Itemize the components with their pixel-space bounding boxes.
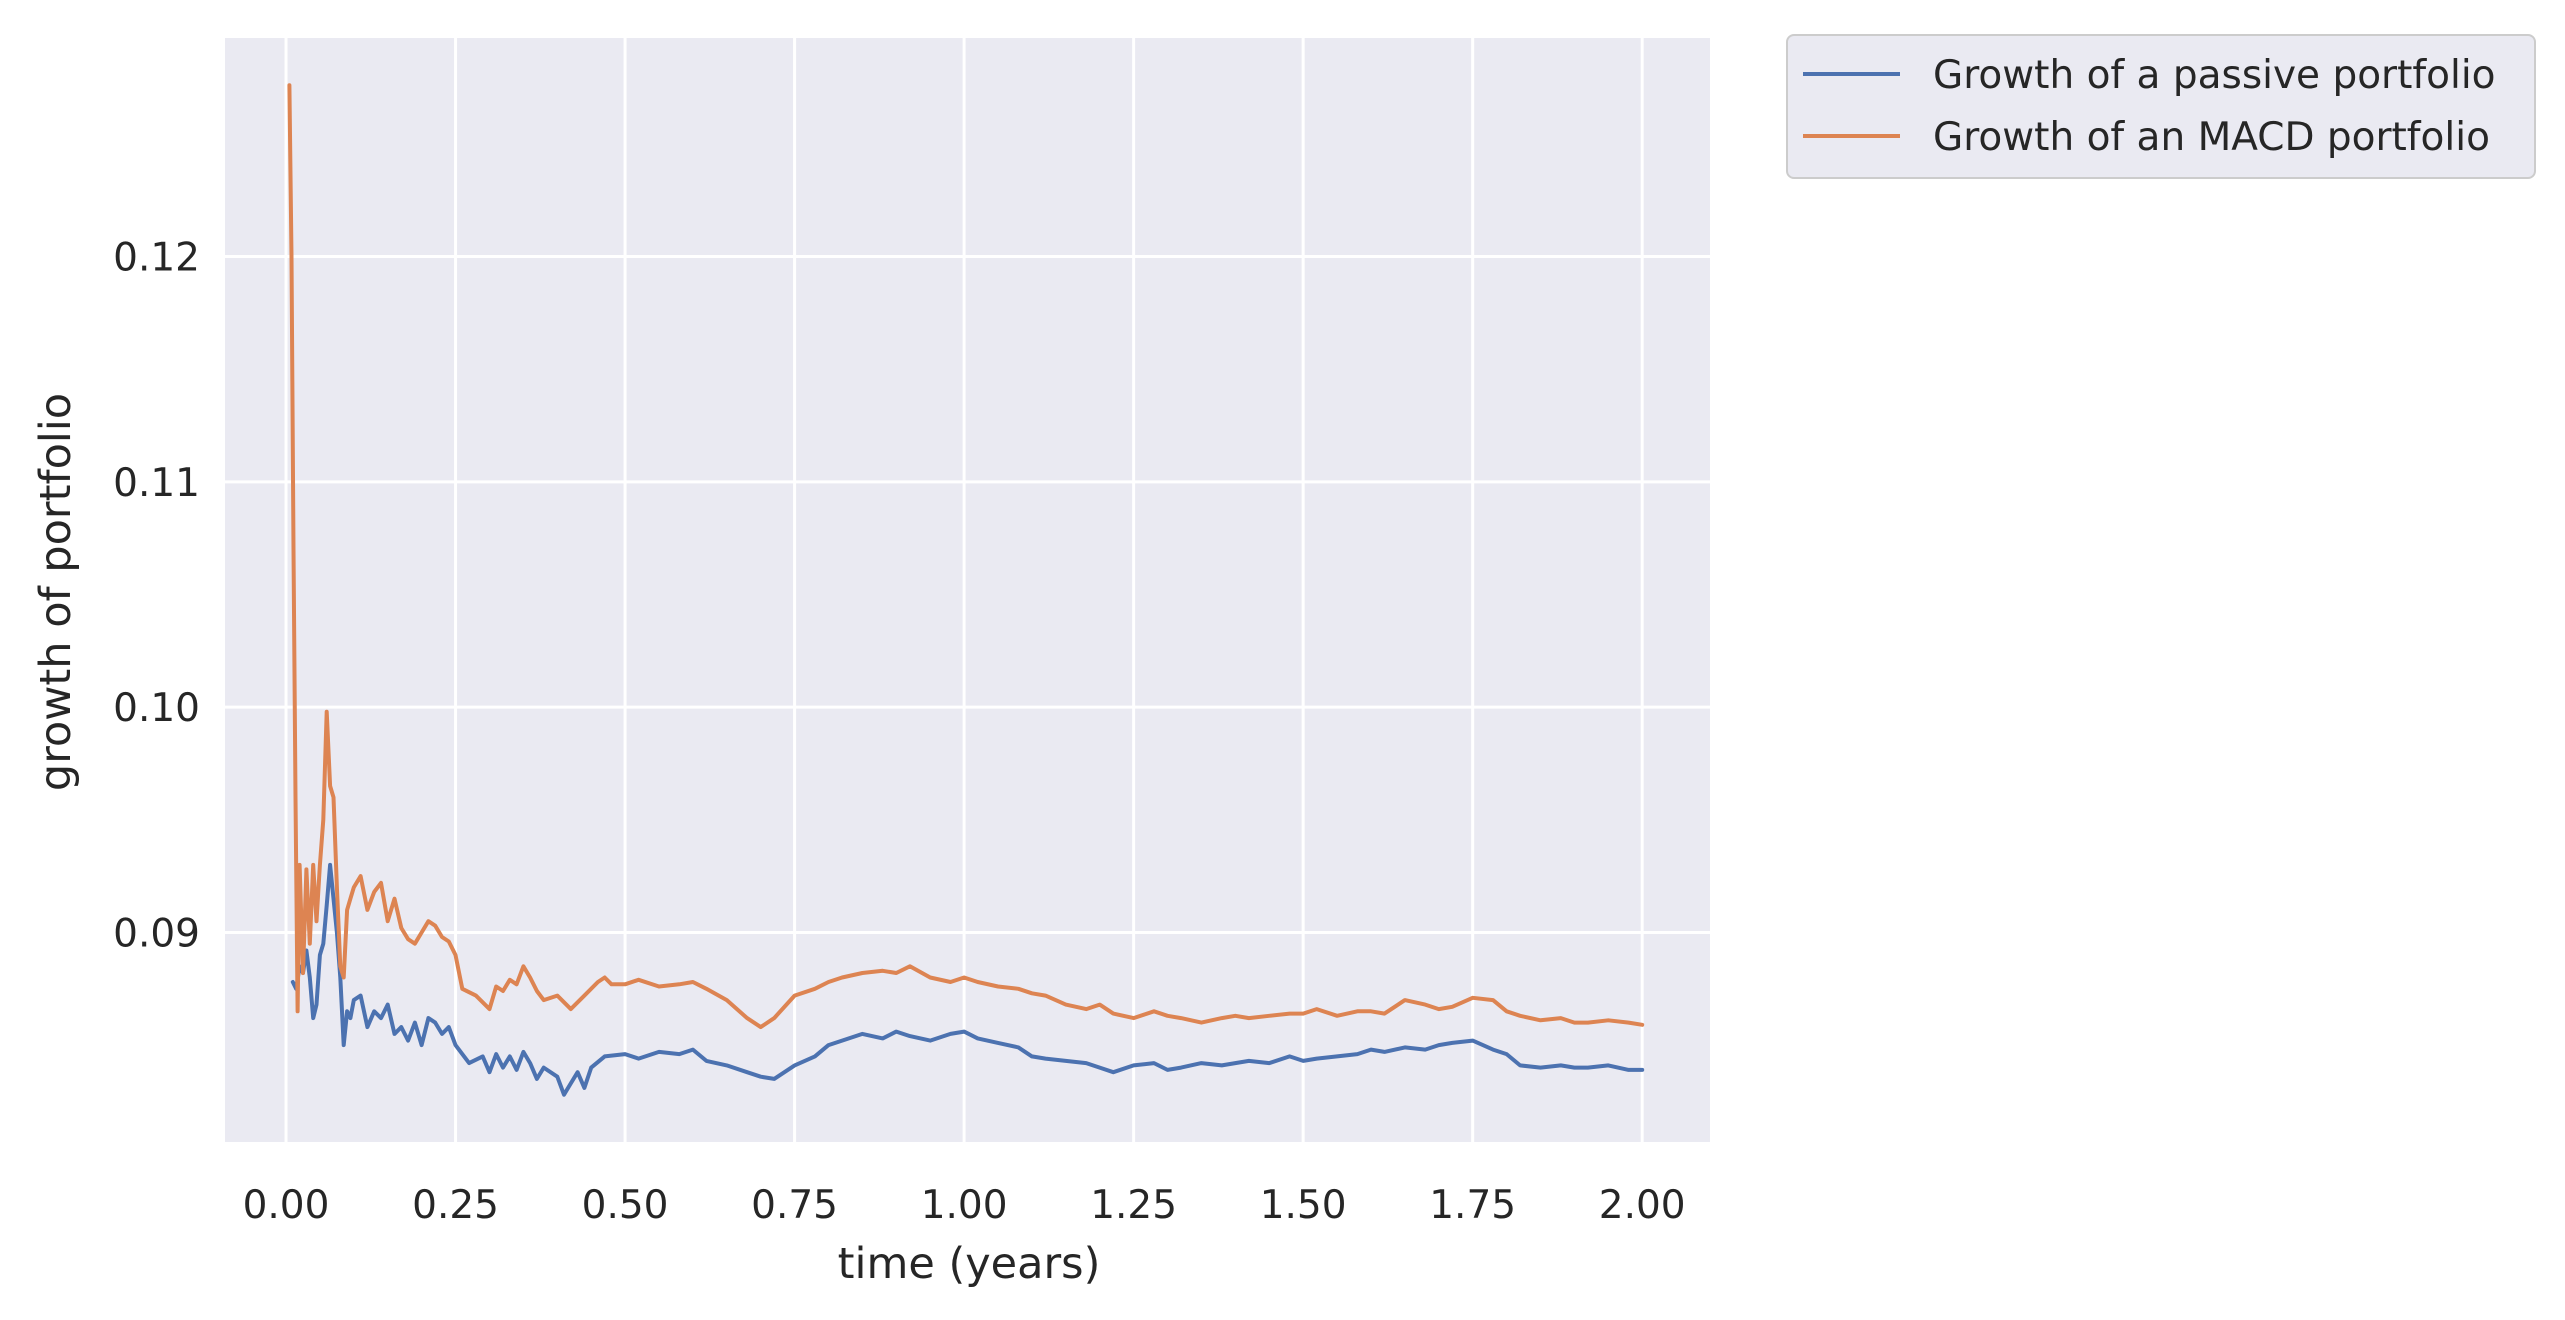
x-tick-label: 0.00 [243,1183,330,1228]
x-tick-label: 0.75 [751,1183,838,1228]
x-tick-label: 2.00 [1599,1183,1686,1228]
x-tick-label: 1.75 [1429,1183,1516,1228]
y-tick-label: 0.09 [113,911,200,956]
x-tick-label: 0.25 [412,1183,499,1228]
series-line-macd [287,83,1645,1030]
y-axis-title: growth of portfolio [31,393,81,791]
x-tick-label: 0.50 [582,1183,669,1228]
x-tick-label: 1.50 [1260,1183,1347,1228]
y-tick-label: 0.12 [113,236,200,281]
x-axis-title: time (years) [838,1239,1101,1289]
legend-label-passive: Growth of a passive portfolio [1933,53,2496,98]
series-line-passive [290,862,1645,1097]
x-tick-label: 1.00 [921,1183,1008,1228]
legend: Growth of a passive portfolio Growth of … [1786,34,2536,179]
series-lines [287,83,1645,1097]
grid-lines [225,38,1710,1142]
plot-background [225,38,1710,1142]
y-tick-label: 0.11 [113,461,200,506]
y-tick-label: 0.10 [113,686,200,731]
legend-label-macd: Growth of an MACD portfolio [1933,115,2490,160]
x-tick-label: 1.25 [1090,1183,1177,1228]
legend-frame [1786,34,2536,179]
y-tick-labels: 0.09 0.10 0.11 0.12 [113,236,200,957]
x-tick-labels: 0.00 0.25 0.50 0.75 1.00 1.25 1.50 1.75 2.00 [243,1183,1686,1228]
